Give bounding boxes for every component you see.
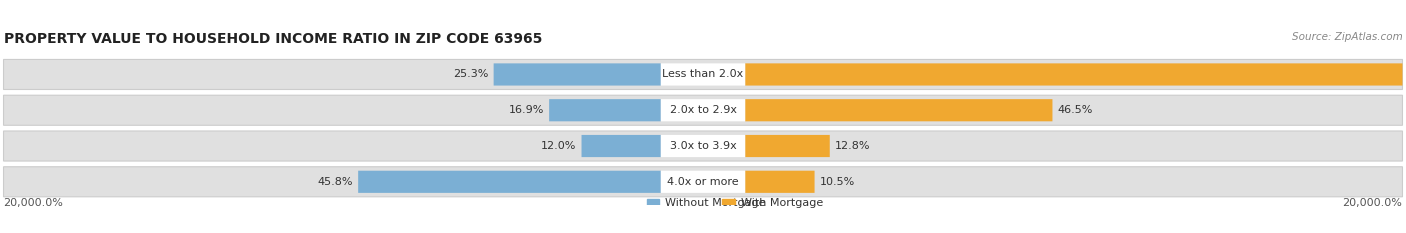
FancyBboxPatch shape xyxy=(359,171,661,193)
FancyBboxPatch shape xyxy=(3,95,1403,125)
Text: 2.0x to 2.9x: 2.0x to 2.9x xyxy=(669,105,737,115)
Text: 25.3%: 25.3% xyxy=(453,69,488,79)
Text: 46.5%: 46.5% xyxy=(1057,105,1092,115)
FancyBboxPatch shape xyxy=(661,63,745,86)
FancyBboxPatch shape xyxy=(661,135,745,157)
Text: Less than 2.0x: Less than 2.0x xyxy=(662,69,744,79)
Text: Source: ZipAtlas.com: Source: ZipAtlas.com xyxy=(1292,31,1403,41)
Text: 10.5%: 10.5% xyxy=(820,177,855,187)
Text: With Mortgage: With Mortgage xyxy=(741,198,823,208)
Text: 20,000.0%: 20,000.0% xyxy=(3,198,63,208)
FancyBboxPatch shape xyxy=(3,59,1403,89)
Text: 4.0x or more: 4.0x or more xyxy=(668,177,738,187)
FancyBboxPatch shape xyxy=(494,63,661,86)
Text: 45.8%: 45.8% xyxy=(318,177,353,187)
Text: PROPERTY VALUE TO HOUSEHOLD INCOME RATIO IN ZIP CODE 63965: PROPERTY VALUE TO HOUSEHOLD INCOME RATIO… xyxy=(3,31,541,45)
Text: Without Mortgage: Without Mortgage xyxy=(665,198,766,208)
FancyBboxPatch shape xyxy=(582,135,661,157)
FancyBboxPatch shape xyxy=(745,63,1403,86)
Text: 16.9%: 16.9% xyxy=(509,105,544,115)
FancyBboxPatch shape xyxy=(3,131,1403,161)
FancyBboxPatch shape xyxy=(745,171,814,193)
FancyBboxPatch shape xyxy=(3,167,1403,197)
FancyBboxPatch shape xyxy=(550,99,661,121)
FancyBboxPatch shape xyxy=(661,171,745,193)
Bar xyxy=(723,199,734,206)
Text: 12.8%: 12.8% xyxy=(835,141,870,151)
FancyBboxPatch shape xyxy=(661,99,745,121)
FancyBboxPatch shape xyxy=(745,135,830,157)
FancyBboxPatch shape xyxy=(745,99,1053,121)
Text: 3.0x to 3.9x: 3.0x to 3.9x xyxy=(669,141,737,151)
Bar xyxy=(647,199,659,206)
Text: 20,000.0%: 20,000.0% xyxy=(1343,198,1403,208)
Text: 12.0%: 12.0% xyxy=(541,141,576,151)
